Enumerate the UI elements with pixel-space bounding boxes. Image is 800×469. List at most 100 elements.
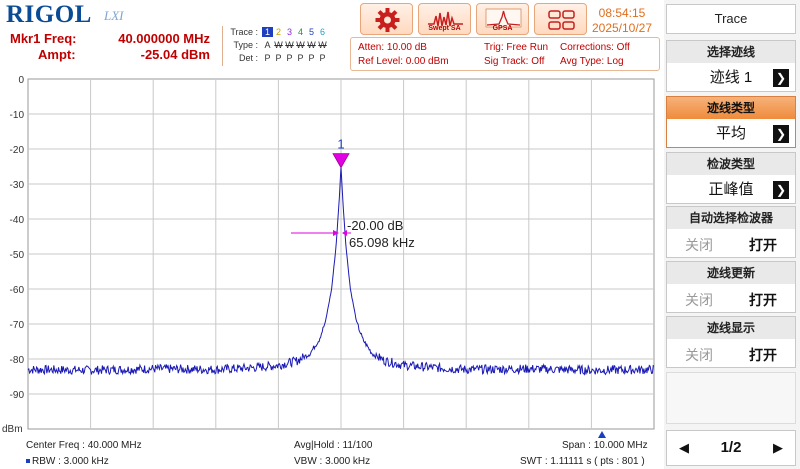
trig-text: Trig: Free Run: [484, 42, 549, 53]
trace-number-6: 6: [319, 27, 325, 37]
trace-type-softkey[interactable]: 迹线类型 平均 ❯: [666, 96, 796, 148]
trace-table-divider: [222, 26, 343, 66]
trace-number-2: 2: [275, 27, 281, 37]
sig-track-text: Sig Track: Off: [484, 56, 545, 67]
marker-ampt-value: -25.04 dBm: [140, 47, 210, 62]
layout-button[interactable]: [534, 3, 587, 35]
bandwidth-freq-label: 65.098 kHz: [349, 235, 415, 250]
y-tick-label: -20: [10, 145, 25, 156]
auto-detector-on: 打开: [749, 237, 777, 253]
trace-type-6: W: [318, 40, 327, 50]
type-label: Type :: [233, 40, 258, 50]
atten-text: Atten: 10.00 dB: [358, 42, 427, 53]
y-tick-label: -50: [10, 250, 25, 261]
trace-type-4: W: [296, 40, 305, 50]
y-unit-label: dBm: [2, 424, 23, 435]
marker-ampt-label: Ampt:: [38, 47, 76, 62]
trace-number-5: 5: [308, 27, 314, 37]
y-tick-label: 0: [18, 75, 24, 86]
gpsa-label: GPSA: [492, 25, 513, 32]
trace-type-2: W: [274, 40, 283, 50]
bandwidth-arrowhead-right: [342, 230, 347, 236]
marker-freq-value: 40.000000 MHz: [118, 31, 210, 46]
trace-display-label: 迹线显示: [667, 317, 795, 339]
chevron-right-icon: ❯: [773, 125, 789, 143]
trace-display-off: 关闭: [685, 347, 713, 363]
marker-1-label: 1: [337, 137, 344, 152]
swt-text[interactable]: SWT : 1.11111 s ( pts : 801 ): [520, 456, 645, 467]
marker-freq-label: Mkr1 Freq:: [10, 31, 77, 46]
spectrum-chart: 0 -10 -20 -30 -40 -50 -60 -70 -80 -90 dBm 1 -20.00 d…: [2, 75, 655, 438]
trace-number-1: 1: [262, 27, 273, 37]
page-indicator: 1/2: [720, 439, 742, 456]
chevron-right-icon: ❯: [773, 181, 789, 199]
y-tick-label: -10: [10, 110, 25, 121]
trace-type-3: W: [285, 40, 294, 50]
page-next-icon[interactable]: ▶: [773, 440, 783, 455]
detector-type-softkey[interactable]: 检波类型 正峰值 ❯: [666, 152, 796, 204]
clock-time: 08:54:15: [598, 6, 646, 20]
trace-det-5: P: [308, 53, 315, 63]
y-tick-label: -90: [10, 390, 25, 401]
auto-detector-softkey[interactable]: 自动选择检波器 关闭 打开: [666, 206, 796, 258]
trace-update-softkey[interactable]: 迹线更新 关闭 打开: [666, 261, 796, 313]
grid-layout-icon: [548, 10, 575, 30]
trace-type-1: A: [264, 40, 271, 50]
vbw-text[interactable]: VBW : 3.000 kHz: [294, 456, 371, 467]
page-navigator[interactable]: ◀ 1/2 ▶: [666, 430, 796, 466]
trace-type-5: W: [307, 40, 316, 50]
settings-box: [350, 37, 660, 71]
y-tick-label: -70: [10, 320, 25, 331]
detector-type-value: 正峰值: [708, 181, 754, 198]
bandwidth-db-label: -20.00 dB: [347, 218, 403, 233]
spectrum-plot[interactable]: 0 -10 -20 -30 -40 -50 -60 -70 -80 -90 dBm 1 -20.00 d…: [0, 73, 660, 438]
corrections-text: Corrections: Off: [560, 42, 630, 53]
trace-det-2: P: [275, 53, 282, 63]
y-tick-label: -80: [10, 355, 25, 366]
trace-update-on: 打开: [749, 292, 777, 308]
empty-softkey: [666, 372, 796, 424]
marker-1-triangle: [332, 153, 350, 169]
avg-type-text: Avg Type: Log: [560, 56, 624, 67]
span-text[interactable]: Span : 10.000 MHz: [562, 440, 648, 451]
swept-waveform-icon: [428, 11, 463, 27]
trace-det-3: P: [286, 53, 293, 63]
status-footer: Center Freq : 40.000 MHz RBW : 3.000 kHz…: [0, 438, 660, 469]
trace-display-on: 打开: [749, 347, 777, 363]
status-header: RIGOL LXI Mkr1 Freq: 40.000000 MHz Ampt:…: [0, 0, 660, 72]
ref-level-text: Ref Level: 0.00 dBm: [358, 56, 449, 67]
page-prev-icon[interactable]: ◀: [679, 440, 689, 455]
gpsa-button[interactable]: GPSA: [476, 3, 529, 35]
y-tick-label: -40: [10, 215, 25, 226]
detector-type-label: 检波类型: [667, 153, 795, 175]
clock: 08:54:15 2025/10/27: [584, 6, 660, 36]
spectrum-icon: [485, 8, 522, 28]
trace-display-softkey[interactable]: 迹线显示 关闭 打开: [666, 316, 796, 368]
avg-hold-text: Avg|Hold : 11/100: [294, 440, 373, 451]
sweep-position-icon: [598, 431, 606, 438]
bandwidth-arrowhead-left: [333, 230, 339, 236]
trace-det-4: P: [297, 53, 304, 63]
trace-det-1: P: [264, 53, 271, 63]
gear-icon: [375, 8, 400, 32]
trace-det-6: P: [319, 53, 326, 63]
lxi-logo: LXI: [104, 8, 124, 23]
swept-sa-button[interactable]: Swept SA: [418, 3, 471, 35]
settings-button[interactable]: [360, 3, 413, 35]
center-freq-text[interactable]: Center Freq : 40.000 MHz: [26, 440, 142, 451]
rbw-indicator-icon: [26, 459, 30, 463]
trace-number-3: 3: [286, 27, 292, 37]
select-trace-softkey[interactable]: 选择迹线 迹线 1 ❯: [666, 40, 796, 92]
chevron-right-icon: ❯: [773, 69, 789, 87]
auto-detector-off: 关闭: [685, 237, 713, 253]
select-trace-label: 选择迹线: [667, 41, 795, 63]
auto-detector-label: 自动选择检波器: [667, 207, 795, 229]
y-tick-label: -30: [10, 180, 25, 191]
rbw-text[interactable]: RBW : 3.000 kHz: [32, 456, 109, 467]
swept-sa-label: Swept SA: [428, 25, 461, 32]
det-label: Det :: [238, 53, 258, 63]
y-tick-label: -60: [10, 285, 25, 296]
select-trace-value: 迹线 1: [709, 69, 753, 86]
trace-update-label: 迹线更新: [667, 262, 795, 284]
clock-date: 2025/10/27: [591, 21, 653, 35]
